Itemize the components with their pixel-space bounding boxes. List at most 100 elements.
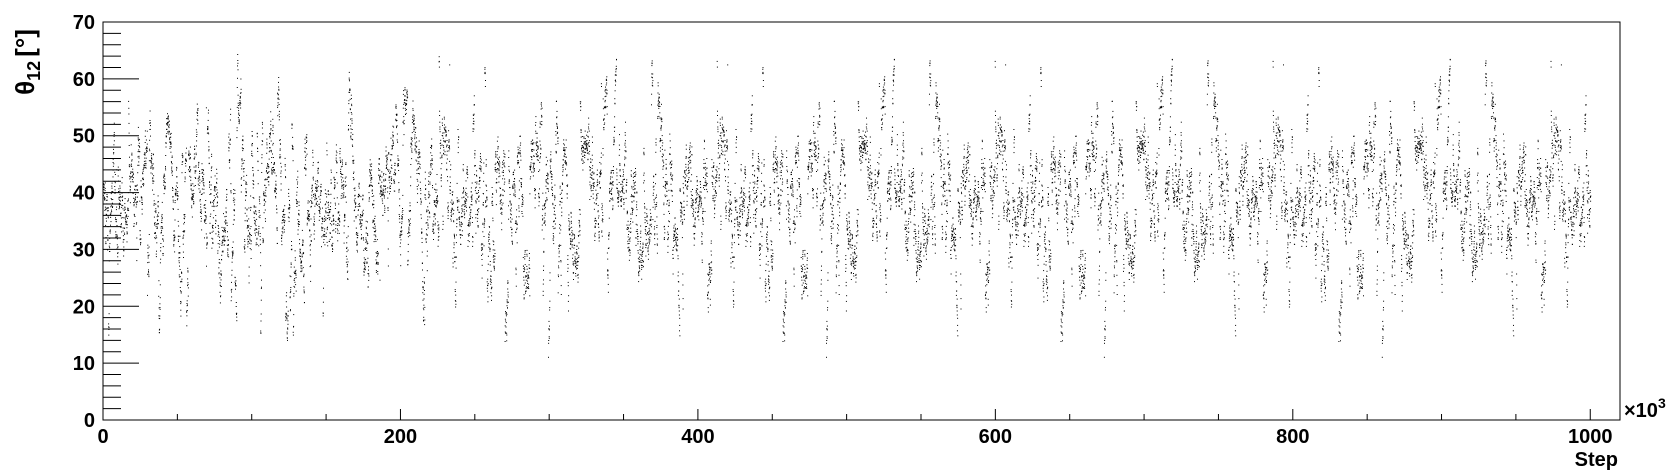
data-point <box>106 207 108 209</box>
data-point <box>604 122 606 124</box>
data-point <box>113 152 115 153</box>
data-point <box>493 266 495 268</box>
data-point <box>133 213 135 215</box>
data-point <box>335 157 337 159</box>
data-point <box>484 222 485 224</box>
data-point <box>389 182 391 184</box>
data-point <box>626 184 628 186</box>
data-point <box>606 106 608 108</box>
data-point <box>384 205 386 207</box>
data-point <box>254 219 256 221</box>
data-point <box>168 133 170 135</box>
data-point <box>524 268 526 270</box>
data-point <box>413 126 415 128</box>
data-point <box>367 257 369 259</box>
data-point <box>612 197 614 199</box>
data-point <box>267 167 269 169</box>
data-point <box>572 261 574 263</box>
data-point <box>297 219 299 221</box>
data-point <box>378 169 380 171</box>
data-point <box>178 257 180 259</box>
data-point <box>480 170 482 172</box>
data-point <box>363 268 365 270</box>
data-point <box>425 184 426 186</box>
data-point <box>472 123 474 125</box>
data-point <box>524 258 526 260</box>
data-point <box>317 172 319 174</box>
data-point <box>414 144 416 146</box>
data-point <box>575 266 576 267</box>
data-point <box>497 162 498 163</box>
data-point <box>184 178 186 180</box>
data-point <box>606 93 608 95</box>
data-points-layer <box>103 54 1592 358</box>
data-point <box>426 229 428 231</box>
data-point <box>538 197 540 199</box>
data-point <box>610 183 612 184</box>
data-point <box>330 193 332 195</box>
data-point <box>450 215 452 217</box>
data-point <box>472 217 473 219</box>
data-point <box>541 215 543 217</box>
data-point <box>319 198 321 200</box>
data-point <box>232 255 233 257</box>
data-point <box>132 175 133 177</box>
data-point <box>228 142 230 144</box>
data-point <box>434 214 436 216</box>
data-point <box>283 210 284 212</box>
data-point <box>221 259 223 261</box>
data-point <box>428 183 430 185</box>
data-point <box>242 140 244 142</box>
data-point <box>619 169 621 171</box>
data-point <box>253 205 255 207</box>
data-point <box>281 240 283 242</box>
data-point <box>167 121 169 123</box>
data-point <box>426 222 428 223</box>
data-point <box>252 175 254 177</box>
data-point <box>369 171 371 173</box>
data-point <box>248 207 250 209</box>
data-point <box>436 189 438 191</box>
data-point <box>596 185 598 187</box>
data-point <box>223 213 224 215</box>
data-point <box>450 169 452 171</box>
data-point <box>207 132 209 134</box>
data-point <box>127 217 128 219</box>
data-point <box>336 162 338 163</box>
data-point <box>513 194 515 196</box>
data-point <box>549 300 551 302</box>
data-point <box>244 247 246 249</box>
data-point <box>436 198 438 200</box>
data-point <box>332 220 334 222</box>
data-point <box>423 320 425 322</box>
data-point <box>220 274 222 276</box>
data-point <box>201 172 203 174</box>
data-point <box>342 196 344 198</box>
data-point <box>521 184 522 185</box>
data-point <box>292 146 294 148</box>
data-point <box>314 197 316 199</box>
data-point <box>501 208 503 210</box>
data-point <box>119 185 121 187</box>
data-point <box>546 182 548 184</box>
data-point <box>153 167 155 169</box>
data-point <box>554 210 555 212</box>
data-point <box>437 195 438 197</box>
data-point <box>504 153 506 155</box>
data-point <box>186 310 188 311</box>
data-point <box>506 302 508 304</box>
data-point <box>584 141 586 143</box>
data-point <box>514 169 516 171</box>
data-point <box>137 164 139 166</box>
data-point <box>589 169 591 171</box>
data-point <box>423 281 425 283</box>
data-point <box>303 275 305 277</box>
data-point <box>579 230 581 232</box>
data-point <box>284 205 286 207</box>
data-point <box>606 92 608 94</box>
data-point <box>253 212 255 214</box>
data-point <box>403 134 405 136</box>
data-point <box>357 237 359 239</box>
data-point <box>389 185 391 187</box>
data-point <box>500 193 502 195</box>
